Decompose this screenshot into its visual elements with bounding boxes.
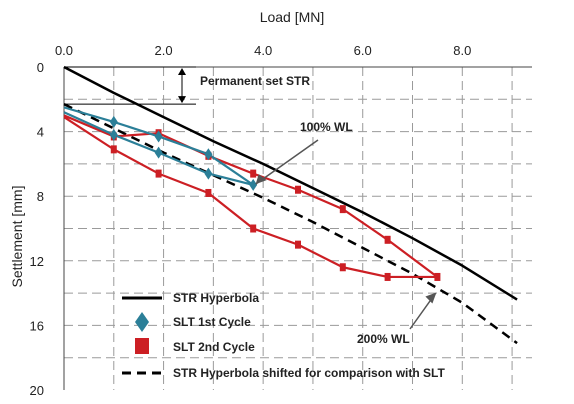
data-point-square [205, 188, 212, 197]
legend-label: STR Hyperbola [173, 291, 259, 305]
annotation-permanent-set: Permanent set STR [200, 74, 310, 88]
series-line [63, 103, 518, 345]
legend-label: SLT 1st Cycle [173, 315, 251, 329]
x-tick-label: 6.0 [354, 43, 372, 58]
y-tick-label: 12 [30, 254, 44, 269]
x-axis-label: Load [MN] [260, 9, 325, 25]
data-point-square [295, 240, 301, 249]
data-point-square [339, 263, 346, 272]
data-point-diamond [249, 178, 258, 191]
annotation-arrowhead [178, 96, 186, 104]
data-point-diamond [204, 148, 213, 161]
data-point-square [250, 224, 257, 233]
x-tick-label: 8.0 [453, 43, 471, 58]
annotation-arrowhead [425, 292, 437, 304]
y-tick-label: 4 [37, 125, 44, 140]
data-point-square [384, 235, 391, 244]
data-point-square [110, 145, 117, 154]
annotation-arrowhead [255, 174, 267, 185]
y-tick-label: 16 [30, 318, 44, 333]
data-point-square [250, 169, 257, 178]
legend-label: SLT 2nd Cycle [173, 340, 255, 354]
data-point-square [384, 272, 391, 281]
y-tick-label: 0 [37, 60, 44, 75]
annotation-arrowhead [178, 68, 186, 75]
data-point-diamond [154, 130, 163, 143]
x-tick-label: 2.0 [155, 43, 173, 58]
annotation-arrow [255, 139, 319, 185]
series-line [63, 65, 518, 301]
data-point-square [295, 185, 301, 194]
x-tick-label: 4.0 [254, 43, 272, 58]
y-tick-label: 8 [37, 189, 44, 204]
legend-swatch [135, 338, 149, 354]
annotation-100-wl: 100% WL [300, 120, 353, 134]
y-tick-label: 20 [30, 383, 44, 398]
annotation-200-wl: 200% WL [357, 332, 410, 346]
legend-swatch [135, 312, 149, 332]
data-point-square [339, 205, 346, 214]
data-point-diamond [109, 128, 118, 141]
data-point-square [155, 169, 162, 178]
data-point-diamond [154, 146, 163, 159]
data-point-diamond [109, 115, 118, 128]
x-tick-label: 0.0 [55, 43, 73, 58]
data-point-square [434, 272, 441, 281]
legend-label: STR Hyperbola shifted for comparison wit… [173, 366, 445, 380]
y-axis-label: Settlement [mm] [9, 186, 25, 288]
data-point-diamond [204, 167, 213, 180]
